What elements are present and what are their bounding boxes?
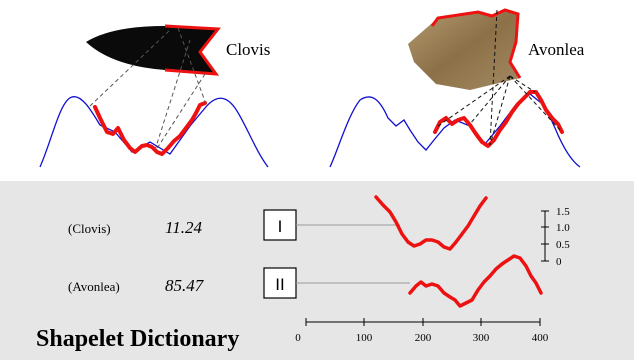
y-axis [541,210,549,262]
clovis-shapelet-outline [164,24,221,76]
row-avonlea-id: II [275,275,284,294]
clovis-shapelet-match [93,101,207,156]
avonlea-label: Avonlea [528,40,585,59]
row-avonlea-id-box [263,267,297,299]
x-axis [305,318,541,326]
shapelet-avonlea-curve [408,254,543,308]
x-tick-label-200: 200 [415,332,432,344]
avonlea-correspondence-lines [437,9,561,146]
clovis-label: Clovis [226,40,270,59]
x-tick-label-100: 100 [356,332,373,344]
avonlea-shapelet-match [433,90,564,148]
x-tick-label-300: 300 [473,332,490,344]
top-panel: Clovis Avonlea [39,8,585,168]
row-clovis-value: 11.24 [165,218,202,237]
row-clovis-name: (Clovis) [68,221,111,236]
avonlea-time-series [329,93,581,168]
row-avonlea-value: 85.47 [165,276,205,295]
avonlea-shapelet-outline [430,8,522,79]
x-tick-label-400: 400 [532,332,549,344]
x-tick-label-0: 0 [295,332,301,344]
row-avonlea-name: (Avonlea) [68,279,120,294]
clovis-time-series [39,96,269,168]
y-tick-label-4: 0 [556,256,562,268]
dictionary-title: Shapelet Dictionary [36,326,239,352]
shapelet-clovis-curve [374,195,488,251]
clovis-correspondence-lines [89,27,207,151]
clovis-arrowhead-image [86,26,218,74]
row-clovis-id: I [278,217,283,236]
avonlea-arrowhead-image [408,10,520,90]
y-tick-label-2: 1.0 [556,222,570,234]
y-tick-label-1: 1.5 [556,206,570,218]
shapelet-dictionary: (Clovis) 11.24 I (Avonlea) 85.47 II 1.5 … [36,195,570,352]
row-clovis-id-box [263,209,297,241]
y-tick-label-3: 0.5 [556,239,570,251]
